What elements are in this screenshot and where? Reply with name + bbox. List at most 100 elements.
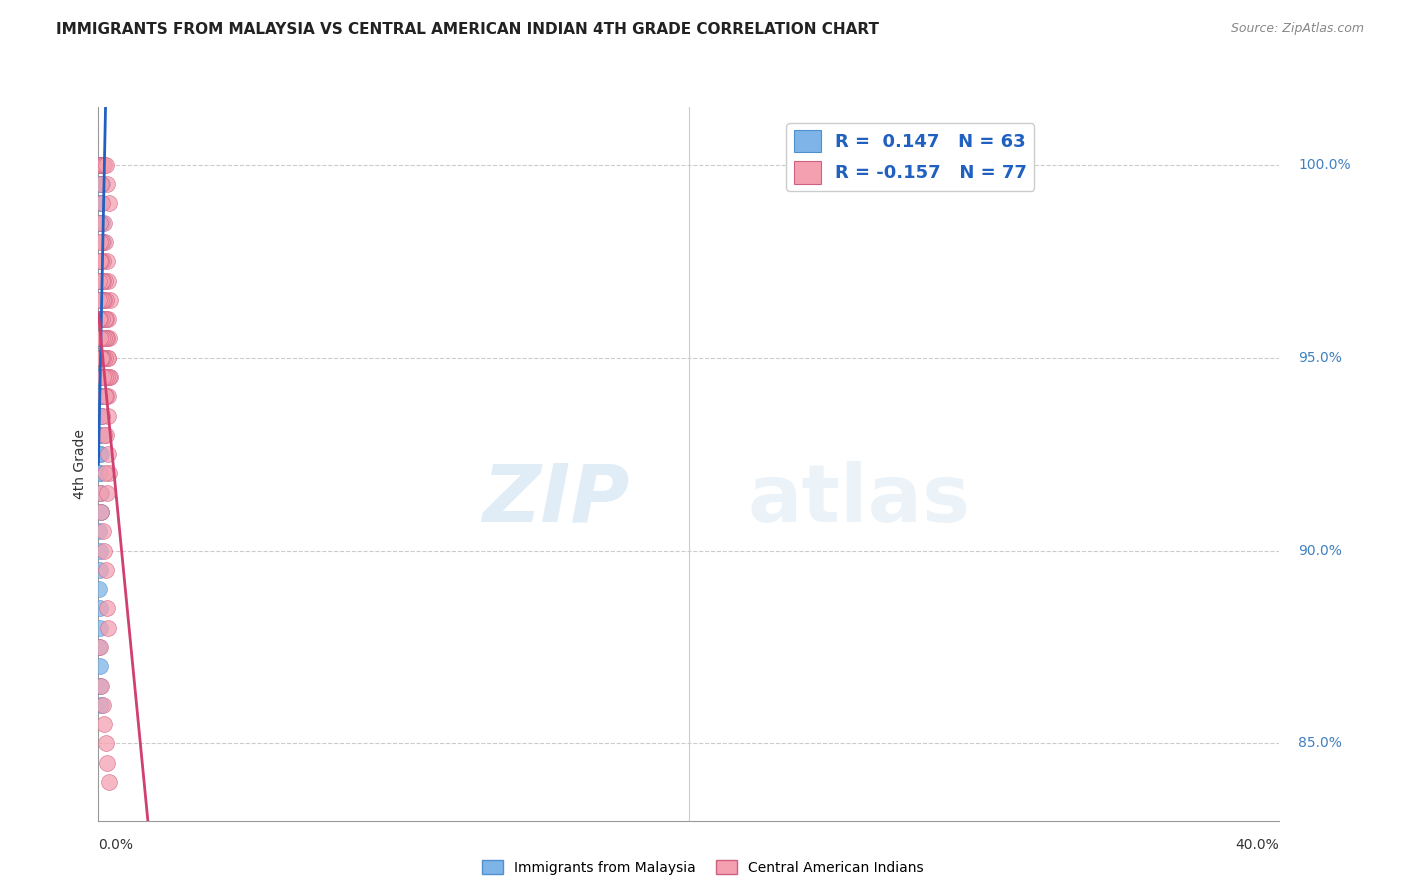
Point (98, 370, 121, 384)
Point (89, 370, 111, 384)
Point (89, 467, 111, 481)
Point (89, 621, 111, 635)
Point (90, 254, 112, 268)
Point (90, 235, 112, 249)
Text: IMMIGRANTS FROM MALAYSIA VS CENTRAL AMERICAN INDIAN 4TH GRADE CORRELATION CHART: IMMIGRANTS FROM MALAYSIA VS CENTRAL AMER… (56, 22, 879, 37)
Point (97, 312, 120, 326)
Text: 0.0%: 0.0% (98, 838, 134, 853)
Point (91, 331, 114, 345)
Point (89, 196, 111, 211)
Point (89, 254, 111, 268)
Point (90, 351, 112, 365)
Point (89, 679, 111, 693)
Point (90, 177, 112, 191)
Point (89, 274, 111, 288)
Point (96, 389, 118, 403)
Point (90, 293, 112, 307)
Point (91, 216, 114, 230)
Point (98, 293, 121, 307)
Point (94, 235, 117, 249)
Point (90, 293, 112, 307)
Point (90, 312, 112, 326)
Text: 40.0%: 40.0% (1236, 838, 1279, 853)
Point (89, 370, 111, 384)
Point (98, 370, 121, 384)
Point (91, 409, 114, 423)
Point (93, 717, 115, 731)
Point (89, 158, 111, 172)
Point (97, 351, 120, 365)
Point (97, 274, 120, 288)
Point (89, 312, 111, 326)
Point (90, 351, 112, 365)
Point (91, 312, 114, 326)
Point (89, 158, 111, 172)
Point (89, 331, 111, 345)
Point (90, 158, 112, 172)
Point (96, 756, 118, 770)
Point (98, 331, 121, 345)
Point (94, 737, 117, 751)
Point (93, 389, 115, 403)
Point (87, 640, 110, 654)
Point (90, 505, 112, 519)
Text: 100.0%: 100.0% (1298, 158, 1351, 172)
Point (90, 389, 112, 403)
Point (89, 177, 111, 191)
Point (90, 312, 112, 326)
Y-axis label: 4th Grade: 4th Grade (73, 429, 87, 499)
Point (90, 505, 112, 519)
Point (94, 428, 117, 442)
Point (89, 216, 111, 230)
Point (91, 370, 114, 384)
Text: 90.0%: 90.0% (1298, 543, 1343, 558)
Point (90, 158, 112, 172)
Point (93, 274, 115, 288)
Point (93, 158, 115, 172)
Point (93, 351, 115, 365)
Point (87, 274, 110, 288)
Point (89, 331, 111, 345)
Point (96, 485, 118, 500)
Point (97, 196, 120, 211)
Point (89, 485, 111, 500)
Point (91, 293, 114, 307)
Point (91, 409, 114, 423)
Point (87, 447, 110, 461)
Point (94, 312, 117, 326)
Point (90, 389, 112, 403)
Point (89, 428, 111, 442)
Point (89, 274, 111, 288)
Legend: R =  0.147   N = 63, R = -0.157   N = 77: R = 0.147 N = 63, R = -0.157 N = 77 (786, 123, 1035, 191)
Point (89, 312, 111, 326)
Point (94, 158, 117, 172)
Point (89, 235, 111, 249)
Point (91, 158, 114, 172)
Point (89, 409, 111, 423)
Point (94, 563, 117, 577)
Point (93, 293, 115, 307)
Point (89, 331, 111, 345)
Point (87, 312, 110, 326)
Point (96, 601, 118, 615)
Point (93, 331, 115, 345)
Point (91, 158, 114, 172)
Point (89, 158, 111, 172)
Point (96, 177, 118, 191)
Point (89, 428, 111, 442)
Point (98, 467, 121, 481)
Point (94, 467, 117, 481)
Point (91, 351, 114, 365)
Text: atlas: atlas (748, 460, 972, 539)
Point (89, 563, 111, 577)
Point (93, 216, 115, 230)
Point (90, 158, 112, 172)
Point (94, 370, 117, 384)
Point (97, 447, 120, 461)
Point (91, 524, 114, 539)
Point (89, 467, 111, 481)
Point (91, 254, 114, 268)
Point (94, 293, 117, 307)
Point (93, 293, 115, 307)
Point (90, 158, 112, 172)
